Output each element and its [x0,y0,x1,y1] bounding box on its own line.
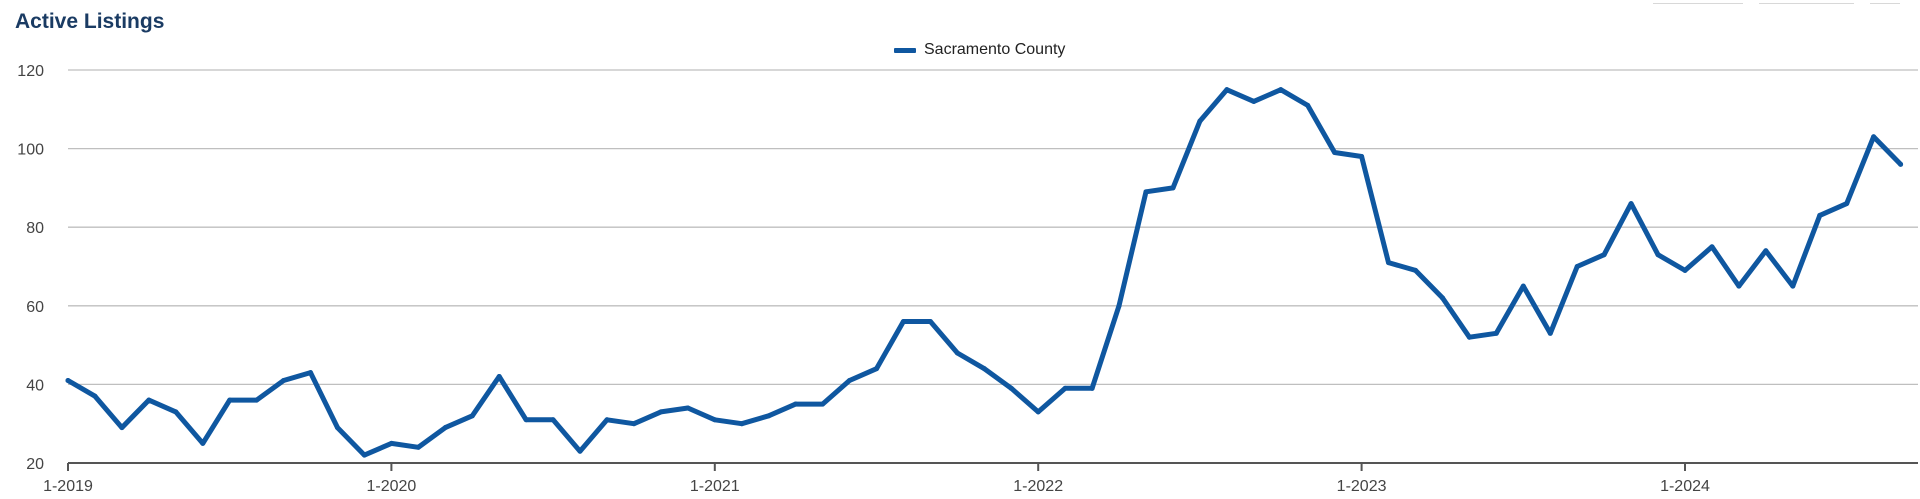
data-point-7-2024[interactable] [1844,201,1850,207]
data-point-6-2024[interactable] [1817,212,1823,218]
data-point-11-2022[interactable] [1305,102,1311,108]
tab-stub[interactable] [1759,0,1854,4]
data-point-8-2024[interactable] [1871,134,1877,140]
data-point-1-2022[interactable] [1035,409,1041,415]
y-tick-label-80: 80 [26,220,44,237]
data-point-5-2022[interactable] [1143,189,1149,195]
data-point-12-2023[interactable] [1655,252,1661,258]
data-point-11-2020[interactable] [658,409,664,415]
data-point-6-2020[interactable] [523,417,529,423]
data-point-4-2021[interactable] [793,401,799,407]
chart-title: Active Listings [15,10,165,33]
data-point-3-2019[interactable] [119,425,125,431]
data-point-1-2024[interactable] [1682,267,1688,273]
data-point-12-2019[interactable] [361,452,367,458]
data-point-12-2020[interactable] [685,405,691,411]
data-point-6-2022[interactable] [1170,185,1176,191]
data-point-2-2024[interactable] [1709,244,1715,250]
data-point-4-2019[interactable] [146,397,152,403]
y-tick-label-100: 100 [17,142,44,159]
data-point-7-2022[interactable] [1197,118,1203,124]
data-point-5-2021[interactable] [820,401,826,407]
data-point-3-2023[interactable] [1413,267,1418,273]
data-point-4-2022[interactable] [1116,303,1122,309]
data-point-9-2019[interactable] [281,377,287,383]
data-point-3-2024[interactable] [1736,283,1742,289]
y-tick-label-40: 40 [26,377,44,394]
data-point-6-2023[interactable] [1493,330,1499,336]
data-point-8-2019[interactable] [254,397,260,403]
x-tick-label-1-2022: 1-2022 [1013,478,1063,495]
x-tick-label-1-2020: 1-2020 [366,478,416,495]
data-point-9-2023[interactable] [1574,264,1580,269]
data-point-2-2020[interactable] [415,444,421,450]
data-point-7-2023[interactable] [1520,283,1526,289]
data-point-12-2021[interactable] [1008,385,1014,391]
top-tabs [1653,0,1900,4]
data-point-10-2023[interactable] [1601,252,1607,258]
data-point-5-2019[interactable] [173,409,179,415]
data-point-1-2023[interactable] [1359,153,1365,159]
data-point-4-2023[interactable] [1439,295,1445,301]
y-tick-label-20: 20 [26,456,44,473]
data-point-9-2020[interactable] [604,417,610,423]
data-point-2-2021[interactable] [739,421,745,427]
data-point-7-2021[interactable] [874,366,879,372]
data-point-9-2024[interactable] [1898,161,1904,167]
data-point-8-2022[interactable] [1224,87,1230,93]
series-line-0[interactable] [65,87,1904,458]
data-point-8-2021[interactable] [900,319,906,325]
tab-stub[interactable] [1653,0,1743,4]
data-point-4-2024[interactable] [1763,248,1769,254]
data-point-10-2020[interactable] [631,421,637,427]
data-point-7-2019[interactable] [227,397,233,403]
data-point-11-2021[interactable] [981,366,987,372]
x-tick-label-1-2024: 1-2024 [1660,478,1710,495]
data-point-2-2019[interactable] [92,393,98,399]
legend-label-sacramento-county: Sacramento County [924,41,1066,58]
data-point-6-2021[interactable] [847,377,853,383]
data-point-9-2021[interactable] [927,319,933,325]
data-point-10-2021[interactable] [954,350,960,356]
data-point-3-2022[interactable] [1089,385,1095,391]
data-point-12-2022[interactable] [1332,150,1338,156]
x-tick-label-1-2023: 1-2023 [1337,478,1387,495]
data-point-8-2023[interactable] [1547,330,1553,336]
data-point-5-2020[interactable] [496,374,502,380]
legend-swatch [894,47,916,53]
y-tick-label-60: 60 [26,299,44,316]
data-point-7-2020[interactable] [550,417,556,423]
data-point-11-2019[interactable] [335,425,340,431]
y-tick-label-120: 120 [17,63,44,80]
data-point-1-2021[interactable] [712,417,718,423]
data-point-3-2021[interactable] [766,413,772,419]
x-tick-label-1-2019: 1-2019 [43,478,93,495]
data-point-2-2023[interactable] [1386,260,1392,266]
data-point-6-2019[interactable] [200,440,206,446]
tab-stub[interactable] [1870,0,1900,4]
data-point-11-2023[interactable] [1628,201,1634,207]
data-point-5-2023[interactable] [1466,334,1472,340]
x-tick-label-1-2021: 1-2021 [690,478,740,495]
data-point-1-2020[interactable] [388,440,394,446]
legend: Sacramento County [894,41,1065,59]
data-point-1-2019[interactable] [65,377,71,383]
data-point-3-2020[interactable] [442,425,448,431]
data-point-4-2020[interactable] [469,413,475,419]
data-point-10-2019[interactable] [308,370,314,376]
data-point-5-2024[interactable] [1790,283,1796,289]
data-point-8-2020[interactable] [577,448,583,454]
data-point-9-2022[interactable] [1251,98,1257,104]
data-point-2-2022[interactable] [1062,385,1068,391]
data-point-10-2022[interactable] [1278,87,1284,93]
